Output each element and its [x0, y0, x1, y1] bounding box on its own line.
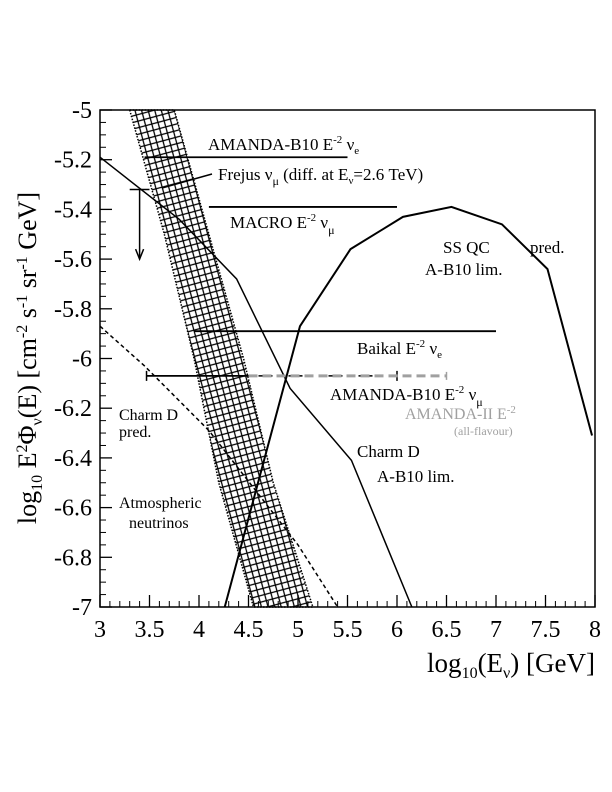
x-tick-label: 5.5	[333, 617, 363, 643]
label-charm-pred-2: pred.	[119, 424, 151, 441]
atmospheric-neutrino-band	[128, 109, 314, 608]
arrow-down-icon	[134, 248, 145, 262]
y-tick-label: -5.8	[54, 297, 92, 323]
label-all-flavour: (all-flavour)	[454, 424, 513, 438]
label-ssqc: SS QC	[443, 238, 490, 257]
label-baikal: Baikal E-2 νe	[357, 338, 442, 361]
label-charm-lim: Charm D	[357, 442, 420, 461]
label-frejus: Frejus νμ (diff. at Eν=2.6 TeV)	[218, 165, 423, 188]
label-charm-pred: Charm D	[119, 407, 178, 424]
x-tick-label: 5	[292, 617, 304, 643]
label-amanda-b10-mu: AMANDA-B10 E-2 νμ	[330, 384, 483, 409]
label-charm-lim-2: A-B10 lim.	[377, 467, 454, 486]
y-tick-label: -6.6	[54, 496, 92, 522]
x-tick-label: 6	[391, 617, 403, 643]
y-tick-label: -6.4	[54, 446, 92, 472]
x-tick-label: 4.5	[234, 617, 264, 643]
x-tick-label: 4	[193, 617, 205, 643]
x-tick-label: 6.5	[432, 617, 462, 643]
label-atmospheric: Atmospheric	[119, 495, 202, 512]
x-tick-label: 7.5	[531, 617, 561, 643]
label-amanda-b10-e: AMANDA-B10 E-2 νe	[208, 134, 359, 157]
y-tick-label: -7	[72, 595, 92, 621]
y-tick-label: -6.2	[54, 396, 92, 422]
y-tick-label: -5.6	[54, 247, 92, 273]
x-tick-label: 3	[94, 617, 106, 643]
y-tick-label: -5.4	[54, 197, 92, 223]
label-ssqc-lim: A-B10 lim.	[425, 260, 502, 279]
x-axis-label: log10(Eν) [GeV]	[427, 648, 595, 682]
y-tick-label: -6	[72, 347, 92, 373]
series-line	[99, 156, 413, 608]
label-amanda-ii: AMANDA-II E-2	[405, 404, 516, 423]
frejus-pointer	[161, 173, 213, 189]
x-tick-label: 3.5	[135, 617, 165, 643]
y-tick-label: -6.8	[54, 545, 92, 571]
x-tick-label: 8	[589, 617, 601, 643]
series-line	[99, 325, 339, 608]
label-atmospheric-2: neutrinos	[129, 515, 189, 532]
y-axis-label: log10 E2Φν(E) [cm-2 s-1 sr-1 GeV]	[13, 192, 46, 524]
label-macro: MACRO E-2 νμ	[230, 212, 335, 237]
y-tick-label: -5	[72, 98, 92, 124]
x-tick-label: 7	[490, 617, 502, 643]
series-line	[223, 205, 593, 608]
label-ssqc-pred: pred.	[530, 238, 564, 257]
y-tick-label: -5.2	[54, 148, 92, 174]
